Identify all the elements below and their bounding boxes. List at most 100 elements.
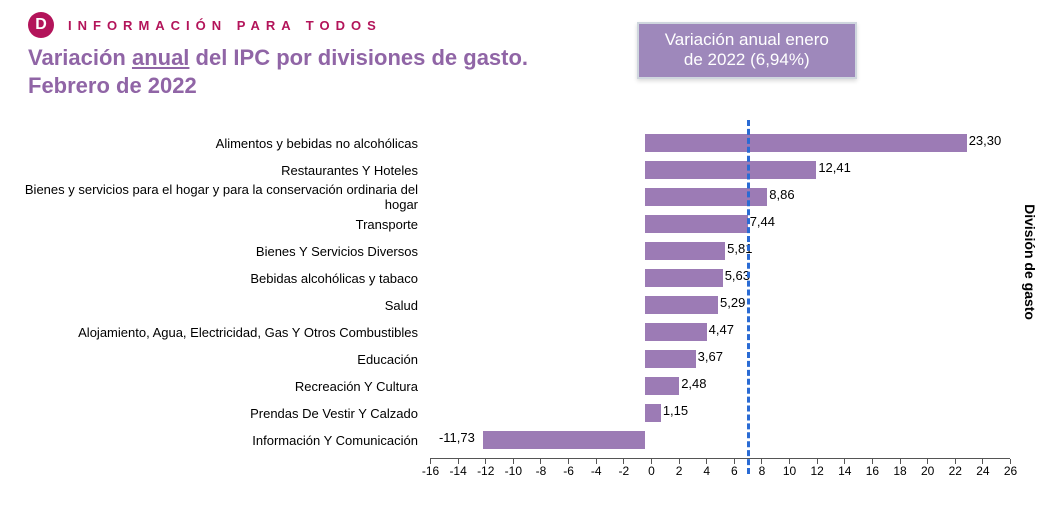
bar-row: Transporte 7,44 xyxy=(0,211,1010,237)
x-tick: 10 xyxy=(789,459,790,464)
category-label: Prendas De Vestir Y Calzado xyxy=(0,406,424,421)
bar-row: Salud 5,29 xyxy=(0,292,1010,318)
title-line2: Febrero de 2022 xyxy=(28,73,197,98)
x-tick-label: -14 xyxy=(449,464,466,478)
x-tick: 18 xyxy=(900,459,901,464)
category-label: Alimentos y bebidas no alcohólicas xyxy=(0,136,424,151)
header: D INFORMACIÓN PARA TODOS Variación anual… xyxy=(0,0,1044,99)
bar-track: -11,73 xyxy=(424,431,1004,449)
reference-label: Variación anual enero de 2022 (6,94%) xyxy=(637,22,857,79)
bar-row: Bienes Y Servicios Diversos5,81 xyxy=(0,238,1010,264)
bar-track: 23,30 xyxy=(424,134,1004,152)
x-tick: -4 xyxy=(596,459,597,464)
x-tick-label: 20 xyxy=(921,464,934,478)
bar-row: Prendas De Vestir Y Calzado 1,15 xyxy=(0,400,1010,426)
x-tick: 14 xyxy=(844,459,845,464)
category-label: Recreación Y Cultura xyxy=(0,379,424,394)
bar-track: 5,63 xyxy=(424,269,1004,287)
x-tick: -2 xyxy=(623,459,624,464)
bar-value: 12,41 xyxy=(818,160,851,175)
bar xyxy=(645,161,816,179)
bar-value: 4,47 xyxy=(709,322,734,337)
x-axis: -16-14-12-10-8-6-4-202468101214161820222… xyxy=(430,458,1010,488)
bar-track: 5,81 xyxy=(424,242,1004,260)
bar-row: Educación3,67 xyxy=(0,346,1010,372)
category-label: Bebidas alcohólicas y tabaco xyxy=(0,271,424,286)
category-label: Bienes Y Servicios Diversos xyxy=(0,244,424,259)
x-tick-label: -12 xyxy=(477,464,494,478)
bar-row: Bienes y servicios para el hogar y para … xyxy=(0,184,1010,210)
x-tick: 12 xyxy=(817,459,818,464)
tagline-text: INFORMACIÓN PARA TODOS xyxy=(68,18,382,33)
bar-value: 23,30 xyxy=(969,133,1002,148)
x-tick-label: 26 xyxy=(1004,464,1017,478)
bar-track: 12,41 xyxy=(424,161,1004,179)
reference-line xyxy=(747,120,750,474)
bar xyxy=(645,350,696,368)
reference-label-line1: Variación anual enero xyxy=(665,30,829,49)
x-tick-label: -6 xyxy=(563,464,574,478)
title-prefix: Variación xyxy=(28,45,132,70)
reference-label-line2: de 2022 (6,94%) xyxy=(684,50,810,69)
x-tick: 24 xyxy=(982,459,983,464)
bar-row: Alojamiento, Agua, Electricidad, Gas Y O… xyxy=(0,319,1010,345)
x-tick: -12 xyxy=(485,459,486,464)
x-tick: -8 xyxy=(540,459,541,464)
bar xyxy=(483,431,645,449)
bar-track: 2,48 xyxy=(424,377,1004,395)
y-axis-title: División de gasto xyxy=(1022,204,1038,320)
title-underlined: anual xyxy=(132,45,189,70)
category-label: Alojamiento, Agua, Electricidad, Gas Y O… xyxy=(0,325,424,340)
x-tick-label: 0 xyxy=(648,464,655,478)
x-tick-label: -16 xyxy=(422,464,439,478)
bar-value: 1,15 xyxy=(663,403,688,418)
category-label: Restaurantes Y Hoteles xyxy=(0,163,424,178)
bar xyxy=(645,269,723,287)
logo-icon: D xyxy=(28,12,54,38)
x-tick: 6 xyxy=(734,459,735,464)
bar xyxy=(645,134,967,152)
bar-value: 5,29 xyxy=(720,295,745,310)
x-tick-label: 8 xyxy=(759,464,766,478)
x-tick-label: 4 xyxy=(703,464,710,478)
bar-row: Bebidas alcohólicas y tabaco5,63 xyxy=(0,265,1010,291)
x-tick: 26 xyxy=(1010,459,1011,464)
bar-row: Información Y Comunicación -11,73 xyxy=(0,427,1010,453)
x-tick-label: 2 xyxy=(676,464,683,478)
logo-letter: D xyxy=(35,16,47,34)
x-tick-label: -4 xyxy=(591,464,602,478)
x-tick-label: 18 xyxy=(893,464,906,478)
category-label: Salud xyxy=(0,298,424,313)
bar-track: 3,67 xyxy=(424,350,1004,368)
bar-value: 8,86 xyxy=(769,187,794,202)
bar xyxy=(645,242,725,260)
x-tick-label: 12 xyxy=(810,464,823,478)
bar-track: 7,44 xyxy=(424,215,1004,233)
x-tick-label: 10 xyxy=(783,464,796,478)
bar xyxy=(645,323,707,341)
bar-track: 1,15 xyxy=(424,404,1004,422)
x-tick: 8 xyxy=(761,459,762,464)
x-tick: 0 xyxy=(651,459,652,464)
title-mid: del IPC por divisiones de gasto. xyxy=(189,45,528,70)
bar-value: -11,73 xyxy=(439,430,475,445)
bar-track: 5,29 xyxy=(424,296,1004,314)
tagline-row: D INFORMACIÓN PARA TODOS xyxy=(28,12,1016,38)
page-title: Variación anual del IPC por divisiones d… xyxy=(28,44,1016,99)
bar-track: 8,86 xyxy=(424,188,1004,206)
category-label: Información Y Comunicación xyxy=(0,433,424,448)
x-tick: -16 xyxy=(430,459,431,464)
x-tick-label: 6 xyxy=(731,464,738,478)
bar xyxy=(645,215,748,233)
x-tick-label: 14 xyxy=(838,464,851,478)
category-label: Transporte xyxy=(0,217,424,232)
x-tick: 22 xyxy=(955,459,956,464)
x-tick-label: -8 xyxy=(536,464,547,478)
bar-value: 7,44 xyxy=(750,214,775,229)
x-tick: 4 xyxy=(706,459,707,464)
x-tick: -10 xyxy=(513,459,514,464)
x-tick: 20 xyxy=(927,459,928,464)
bar-row: Recreación Y Cultura2,48 xyxy=(0,373,1010,399)
x-tick: -6 xyxy=(568,459,569,464)
category-label: Educación xyxy=(0,352,424,367)
